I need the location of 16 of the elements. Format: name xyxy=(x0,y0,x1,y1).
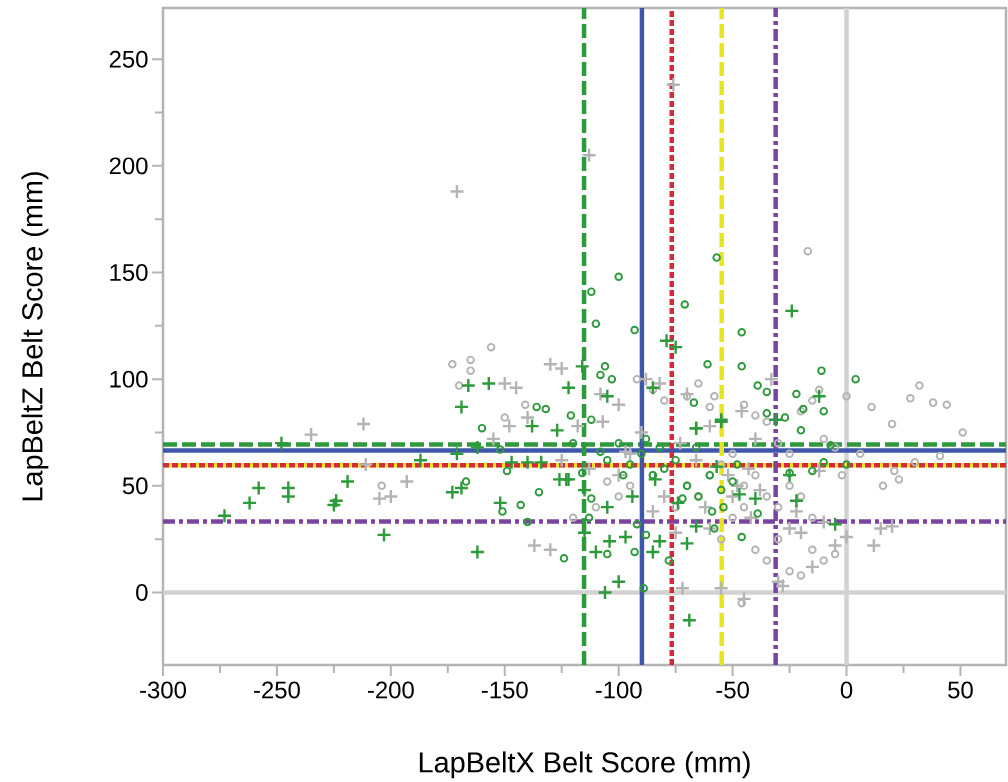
y-tick-label: 0 xyxy=(136,584,148,601)
x-tick-label: -100 xyxy=(595,681,642,699)
x-tick-label: -50 xyxy=(716,681,749,699)
x-tick-label: 0 xyxy=(840,681,853,699)
x-tick-label: -300 xyxy=(140,681,186,699)
y-tick-label: 50 xyxy=(122,477,148,495)
x-axis-title: LapBeltX Belt Score (mm) xyxy=(419,751,750,779)
x-tick-label: -200 xyxy=(367,681,414,699)
x-tick-label: 50 xyxy=(948,681,973,699)
y-axis-title: LapBeltZ Belt Score (mm) xyxy=(21,172,49,501)
x-tick-label: -250 xyxy=(254,681,300,699)
y-tick-label: 150 xyxy=(110,264,148,281)
y-tick-label: 200 xyxy=(109,157,148,175)
y-tick-label: 250 xyxy=(109,50,148,68)
y-tick-label: 100 xyxy=(110,370,148,388)
x-tick-label: -150 xyxy=(481,681,528,699)
